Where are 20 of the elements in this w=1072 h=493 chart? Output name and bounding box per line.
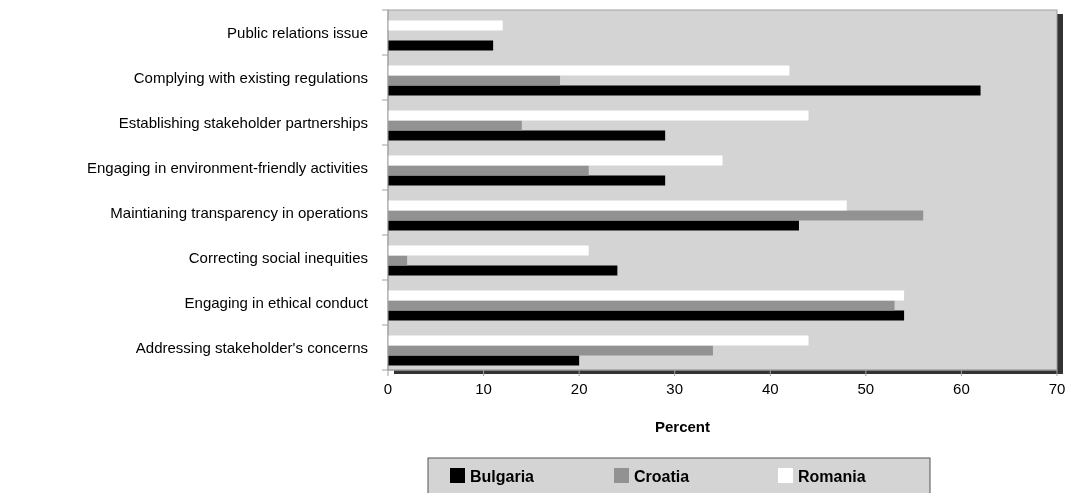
legend-label: Croatia	[634, 468, 690, 485]
x-tick-label: 30	[666, 380, 684, 397]
y-tick-label: Public relations issue	[227, 23, 368, 41]
y-tick-label: Establishing stakeholder partnerships	[118, 113, 368, 131]
x-tick-label: 10	[475, 380, 492, 397]
x-tick-label: 70	[1048, 380, 1066, 397]
legend-label: Romania	[798, 468, 866, 485]
legend-label: Bulgaria	[470, 468, 535, 485]
y-tick-label: Maintianing transparency in operations	[110, 203, 368, 221]
y-tick-label: Addressing stakeholder's concerns	[135, 338, 368, 356]
x-tick-label: 50	[857, 380, 875, 397]
x-axis-title: Percent	[654, 418, 711, 435]
x-tick-label: 20	[570, 380, 588, 397]
x-tick-label: 0	[383, 380, 393, 397]
y-tick-label: Engaging in ethical conduct	[184, 293, 369, 311]
y-tick-label: Engaging in environment-friendly activities	[87, 158, 368, 176]
y-tick-label: Complying with existing regulations	[133, 68, 368, 86]
x-tick-label: 40	[761, 380, 779, 397]
x-tick-label: 60	[953, 380, 970, 397]
y-tick-label: Correcting social inequities	[188, 248, 368, 266]
